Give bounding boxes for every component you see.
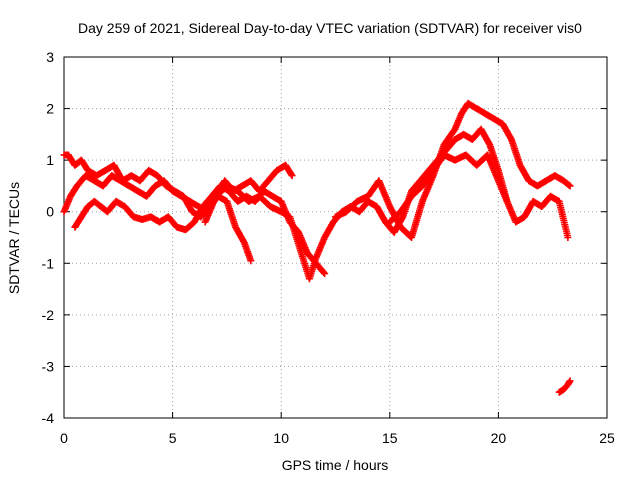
series-track-1 — [60, 151, 255, 265]
data-point — [564, 234, 572, 241]
y-tick-label: 0 — [46, 204, 54, 220]
y-axis-label: SDTVAR / TECUs — [6, 182, 22, 294]
y-axis-ticks: -4 -3 -2 -1 0 1 2 3 — [42, 49, 607, 426]
data-point — [566, 377, 574, 385]
x-tick-label: 20 — [491, 430, 507, 446]
grid — [64, 57, 607, 418]
data-point — [247, 257, 255, 265]
series-track-3 — [71, 182, 329, 278]
y-tick-label: 1 — [46, 152, 54, 168]
y-tick-label: -3 — [42, 358, 55, 374]
x-tick-label: 0 — [60, 430, 68, 446]
y-tick-label: -2 — [42, 307, 55, 323]
data-point — [565, 181, 573, 189]
y-tick-label: -1 — [42, 255, 55, 271]
x-tick-label: 10 — [273, 430, 289, 446]
data-point — [320, 268, 328, 276]
data-points — [60, 99, 574, 396]
plot-frame — [63, 56, 608, 419]
y-tick-label: 2 — [46, 101, 54, 117]
series-track-4 — [201, 125, 511, 283]
data-point — [288, 172, 296, 180]
data-point — [566, 182, 574, 190]
data-point — [287, 170, 295, 178]
y-tick-label: 3 — [46, 49, 54, 65]
series-track-6 — [386, 151, 572, 241]
x-axis-ticks: 0 5 10 15 20 25 — [60, 57, 615, 446]
x-tick-label: 25 — [599, 430, 615, 446]
series-track-7 — [555, 377, 574, 396]
y-tick-label: -4 — [42, 410, 55, 426]
x-axis-label: GPS time / hours — [282, 457, 389, 473]
x-tick-label: 15 — [382, 430, 398, 446]
chart-title: Day 259 of 2021, Sidereal Day-to-day VTE… — [78, 20, 582, 36]
series-track-5 — [332, 99, 574, 241]
x-tick-label: 5 — [169, 430, 177, 446]
series-track-2 — [60, 161, 296, 216]
data-point — [321, 270, 329, 278]
